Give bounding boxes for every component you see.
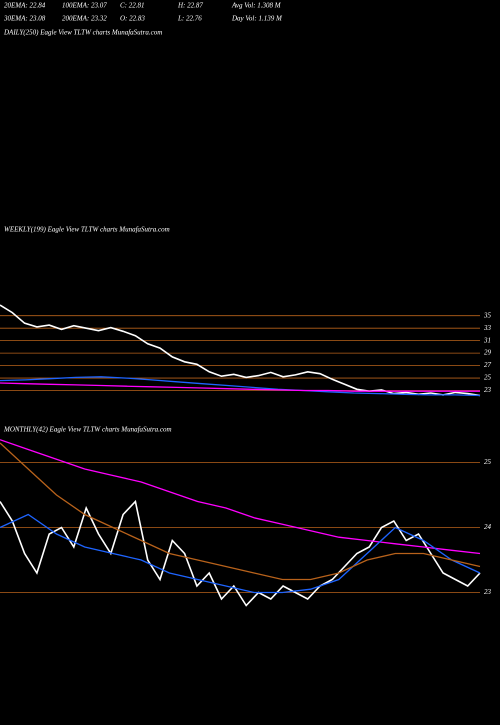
y-tick-label: 23	[484, 386, 492, 394]
header-stat: 200EMA: 23.32	[62, 15, 107, 23]
y-tick-label: 25	[484, 458, 492, 466]
y-tick-label: 27	[484, 361, 492, 369]
y-tick-label: 29	[484, 349, 492, 357]
price-line	[0, 304, 481, 397]
price-line	[0, 513, 481, 594]
y-tick-label: 25	[484, 374, 492, 382]
header-stat: L: 22.76	[177, 15, 202, 23]
header-stat: C: 22.81	[120, 2, 145, 10]
y-tick-label: 24	[484, 523, 492, 531]
header-stat: O: 22.83	[120, 15, 145, 23]
y-tick-label: 31	[483, 336, 491, 344]
header-stat: 100EMA: 23.07	[62, 2, 107, 10]
panel-title: WEEKLY(199) Eagle View TLTW charts Munaf…	[4, 226, 170, 234]
header-stat: 30EMA: 23.08	[3, 15, 46, 23]
header-stat: 20EMA: 22.84	[4, 2, 46, 10]
header-stat: Avg Vol: 1.308 M	[231, 2, 282, 10]
header-stat: Day Vol: 1.139 M	[231, 15, 283, 23]
price-line	[0, 376, 481, 397]
panel-title: MONTHLY(42) Eagle View TLTW charts Munaf…	[3, 426, 172, 434]
y-tick-label: 23	[484, 588, 492, 596]
price-line	[0, 439, 481, 555]
header-stat: H: 22.87	[177, 2, 203, 10]
price-line	[0, 442, 481, 581]
price-line	[0, 499, 481, 607]
price-line	[0, 382, 480, 392]
panel-title: DAILY(250) Eagle View TLTW charts Munafa…	[3, 29, 162, 37]
y-tick-label: 35	[483, 311, 492, 319]
y-tick-label: 33	[483, 324, 492, 332]
